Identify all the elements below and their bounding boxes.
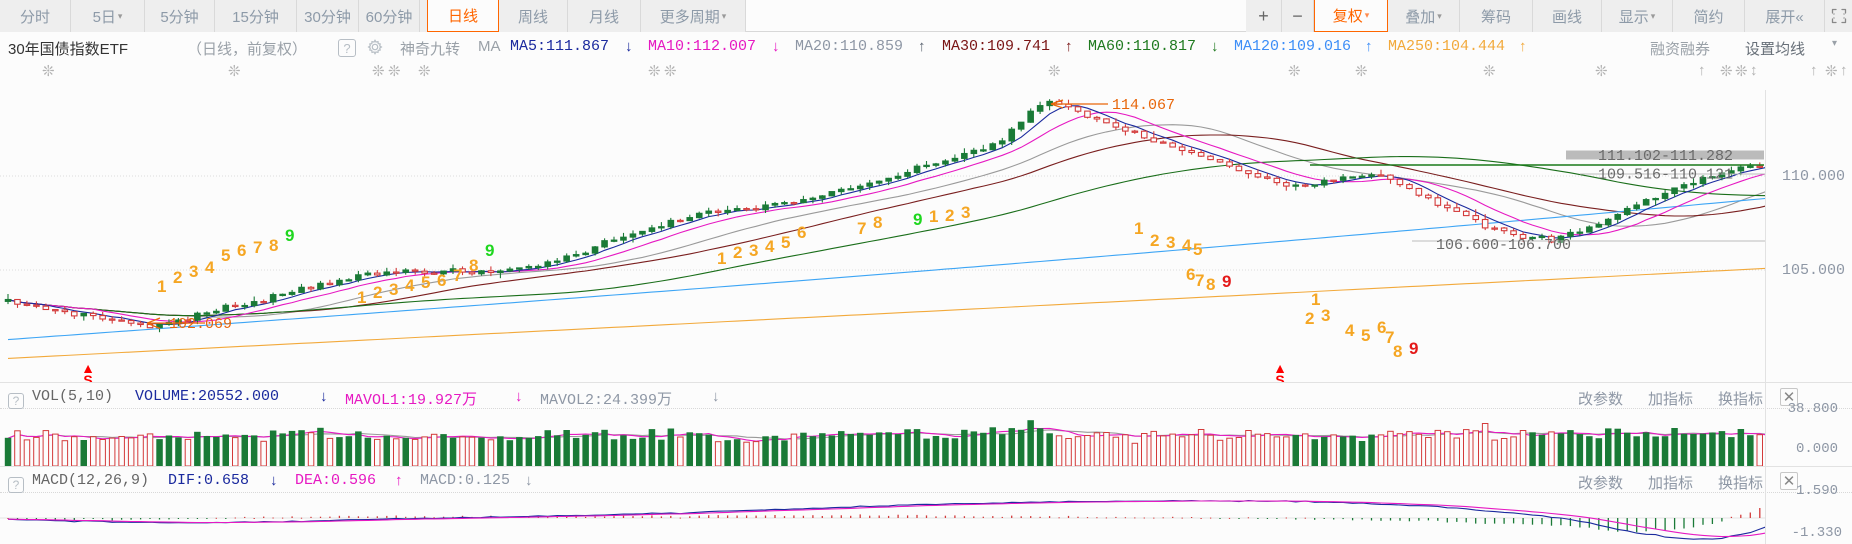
svg-text:106.600-106.700: 106.600-106.700 — [1436, 237, 1571, 254]
svg-text:102.069: 102.069 — [169, 316, 232, 333]
svg-text:S: S — [83, 372, 92, 383]
svg-text:111.102-111.282: 111.102-111.282 — [1598, 148, 1733, 165]
svg-text:109.516-110.121: 109.516-110.121 — [1598, 167, 1733, 184]
svg-text:114.067: 114.067 — [1112, 97, 1175, 114]
svg-text:S: S — [1275, 372, 1284, 383]
